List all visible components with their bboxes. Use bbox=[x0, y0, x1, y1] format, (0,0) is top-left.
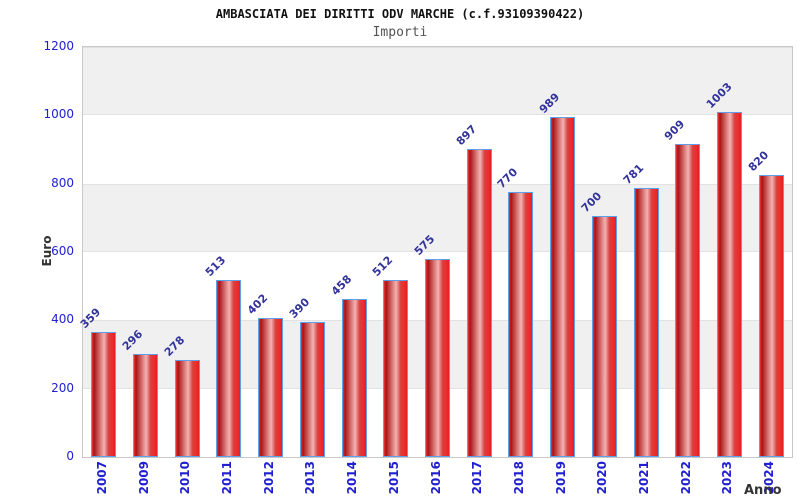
bar bbox=[383, 280, 409, 457]
y-tick-label: 1000 bbox=[43, 107, 74, 122]
grid-band bbox=[83, 183, 792, 252]
x-tick-label: 2017 bbox=[470, 461, 485, 495]
bar bbox=[299, 322, 325, 457]
bar bbox=[133, 354, 159, 457]
y-tick-label: 400 bbox=[51, 312, 74, 327]
x-tick-label: 2014 bbox=[345, 461, 360, 495]
bar bbox=[716, 112, 742, 457]
x-axis-title: Anno bbox=[744, 483, 782, 498]
bar bbox=[425, 259, 450, 457]
x-tick-label: 2021 bbox=[637, 461, 652, 495]
x-tick-label: 2007 bbox=[94, 461, 109, 495]
bar bbox=[550, 117, 576, 457]
bar bbox=[591, 216, 617, 457]
y-tick-label: 200 bbox=[51, 380, 74, 395]
grid-band bbox=[83, 47, 792, 116]
x-axis-tick-labels: 2007 2009 2010 2011 2012 2013 2014 2015 2016 2017… bbox=[82, 461, 791, 499]
x-tick-label: 2016 bbox=[428, 461, 443, 495]
x-tick-label: 2023 bbox=[720, 461, 735, 495]
x-tick-label: 2018 bbox=[511, 461, 526, 495]
x-tick-label: 2009 bbox=[136, 461, 151, 495]
y-tick-label: 600 bbox=[51, 244, 74, 258]
x-tick-label: 2011 bbox=[219, 461, 234, 495]
bar bbox=[216, 280, 242, 457]
x-tick-label: 2015 bbox=[386, 461, 401, 495]
bar bbox=[258, 318, 284, 457]
x-tick-label: 2019 bbox=[553, 461, 568, 495]
y-tick-label: 1200 bbox=[43, 39, 74, 53]
bar bbox=[91, 332, 117, 457]
bar bbox=[508, 192, 534, 457]
chart-subtitle: Importi bbox=[372, 25, 428, 40]
bar bbox=[174, 360, 200, 457]
chart-title: AMBASCIATA DEI DIRITTI ODV MARCHE (c.f.9… bbox=[215, 7, 585, 21]
bar bbox=[675, 144, 701, 457]
x-tick-label: 2012 bbox=[261, 461, 276, 495]
x-tick-label: 2013 bbox=[303, 461, 318, 495]
x-tick-label: 2010 bbox=[178, 461, 193, 495]
x-tick-label: 2020 bbox=[595, 461, 610, 495]
bar bbox=[341, 299, 367, 457]
plot-area: 359 296 278 513 402 390 458 512 575 897 770 989 700 7… bbox=[78, 46, 793, 458]
y-tick-label: 800 bbox=[51, 175, 74, 190]
bar bbox=[633, 188, 659, 457]
y-tick-label: 0 bbox=[66, 449, 74, 463]
x-tick-label: 2022 bbox=[678, 461, 693, 495]
bar bbox=[758, 175, 784, 457]
bar bbox=[466, 149, 492, 457]
